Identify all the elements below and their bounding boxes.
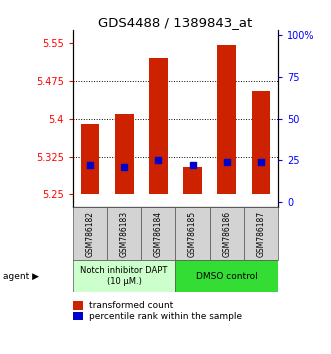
Bar <box>80 124 99 194</box>
Text: GSM786186: GSM786186 <box>222 211 231 257</box>
Text: agent ▶: agent ▶ <box>3 272 39 281</box>
FancyBboxPatch shape <box>73 207 107 260</box>
Text: transformed count: transformed count <box>89 301 174 310</box>
Text: GSM786187: GSM786187 <box>257 211 265 257</box>
Text: DMSO control: DMSO control <box>196 272 258 281</box>
Text: percentile rank within the sample: percentile rank within the sample <box>89 312 243 321</box>
FancyBboxPatch shape <box>141 207 175 260</box>
Bar <box>183 167 202 194</box>
Bar <box>217 45 236 194</box>
FancyBboxPatch shape <box>73 260 175 292</box>
Bar <box>149 58 168 194</box>
Bar <box>115 114 133 194</box>
Text: Notch inhibitor DAPT
(10 μM.): Notch inhibitor DAPT (10 μM.) <box>80 267 168 286</box>
FancyBboxPatch shape <box>107 207 141 260</box>
Text: GSM786182: GSM786182 <box>85 211 94 257</box>
Text: GSM786184: GSM786184 <box>154 211 163 257</box>
Text: GSM786183: GSM786183 <box>119 211 129 257</box>
FancyBboxPatch shape <box>175 207 210 260</box>
Bar <box>252 91 270 194</box>
Text: GSM786185: GSM786185 <box>188 211 197 257</box>
Title: GDS4488 / 1389843_at: GDS4488 / 1389843_at <box>98 16 253 29</box>
FancyBboxPatch shape <box>175 260 278 292</box>
FancyBboxPatch shape <box>244 207 278 260</box>
FancyBboxPatch shape <box>210 207 244 260</box>
